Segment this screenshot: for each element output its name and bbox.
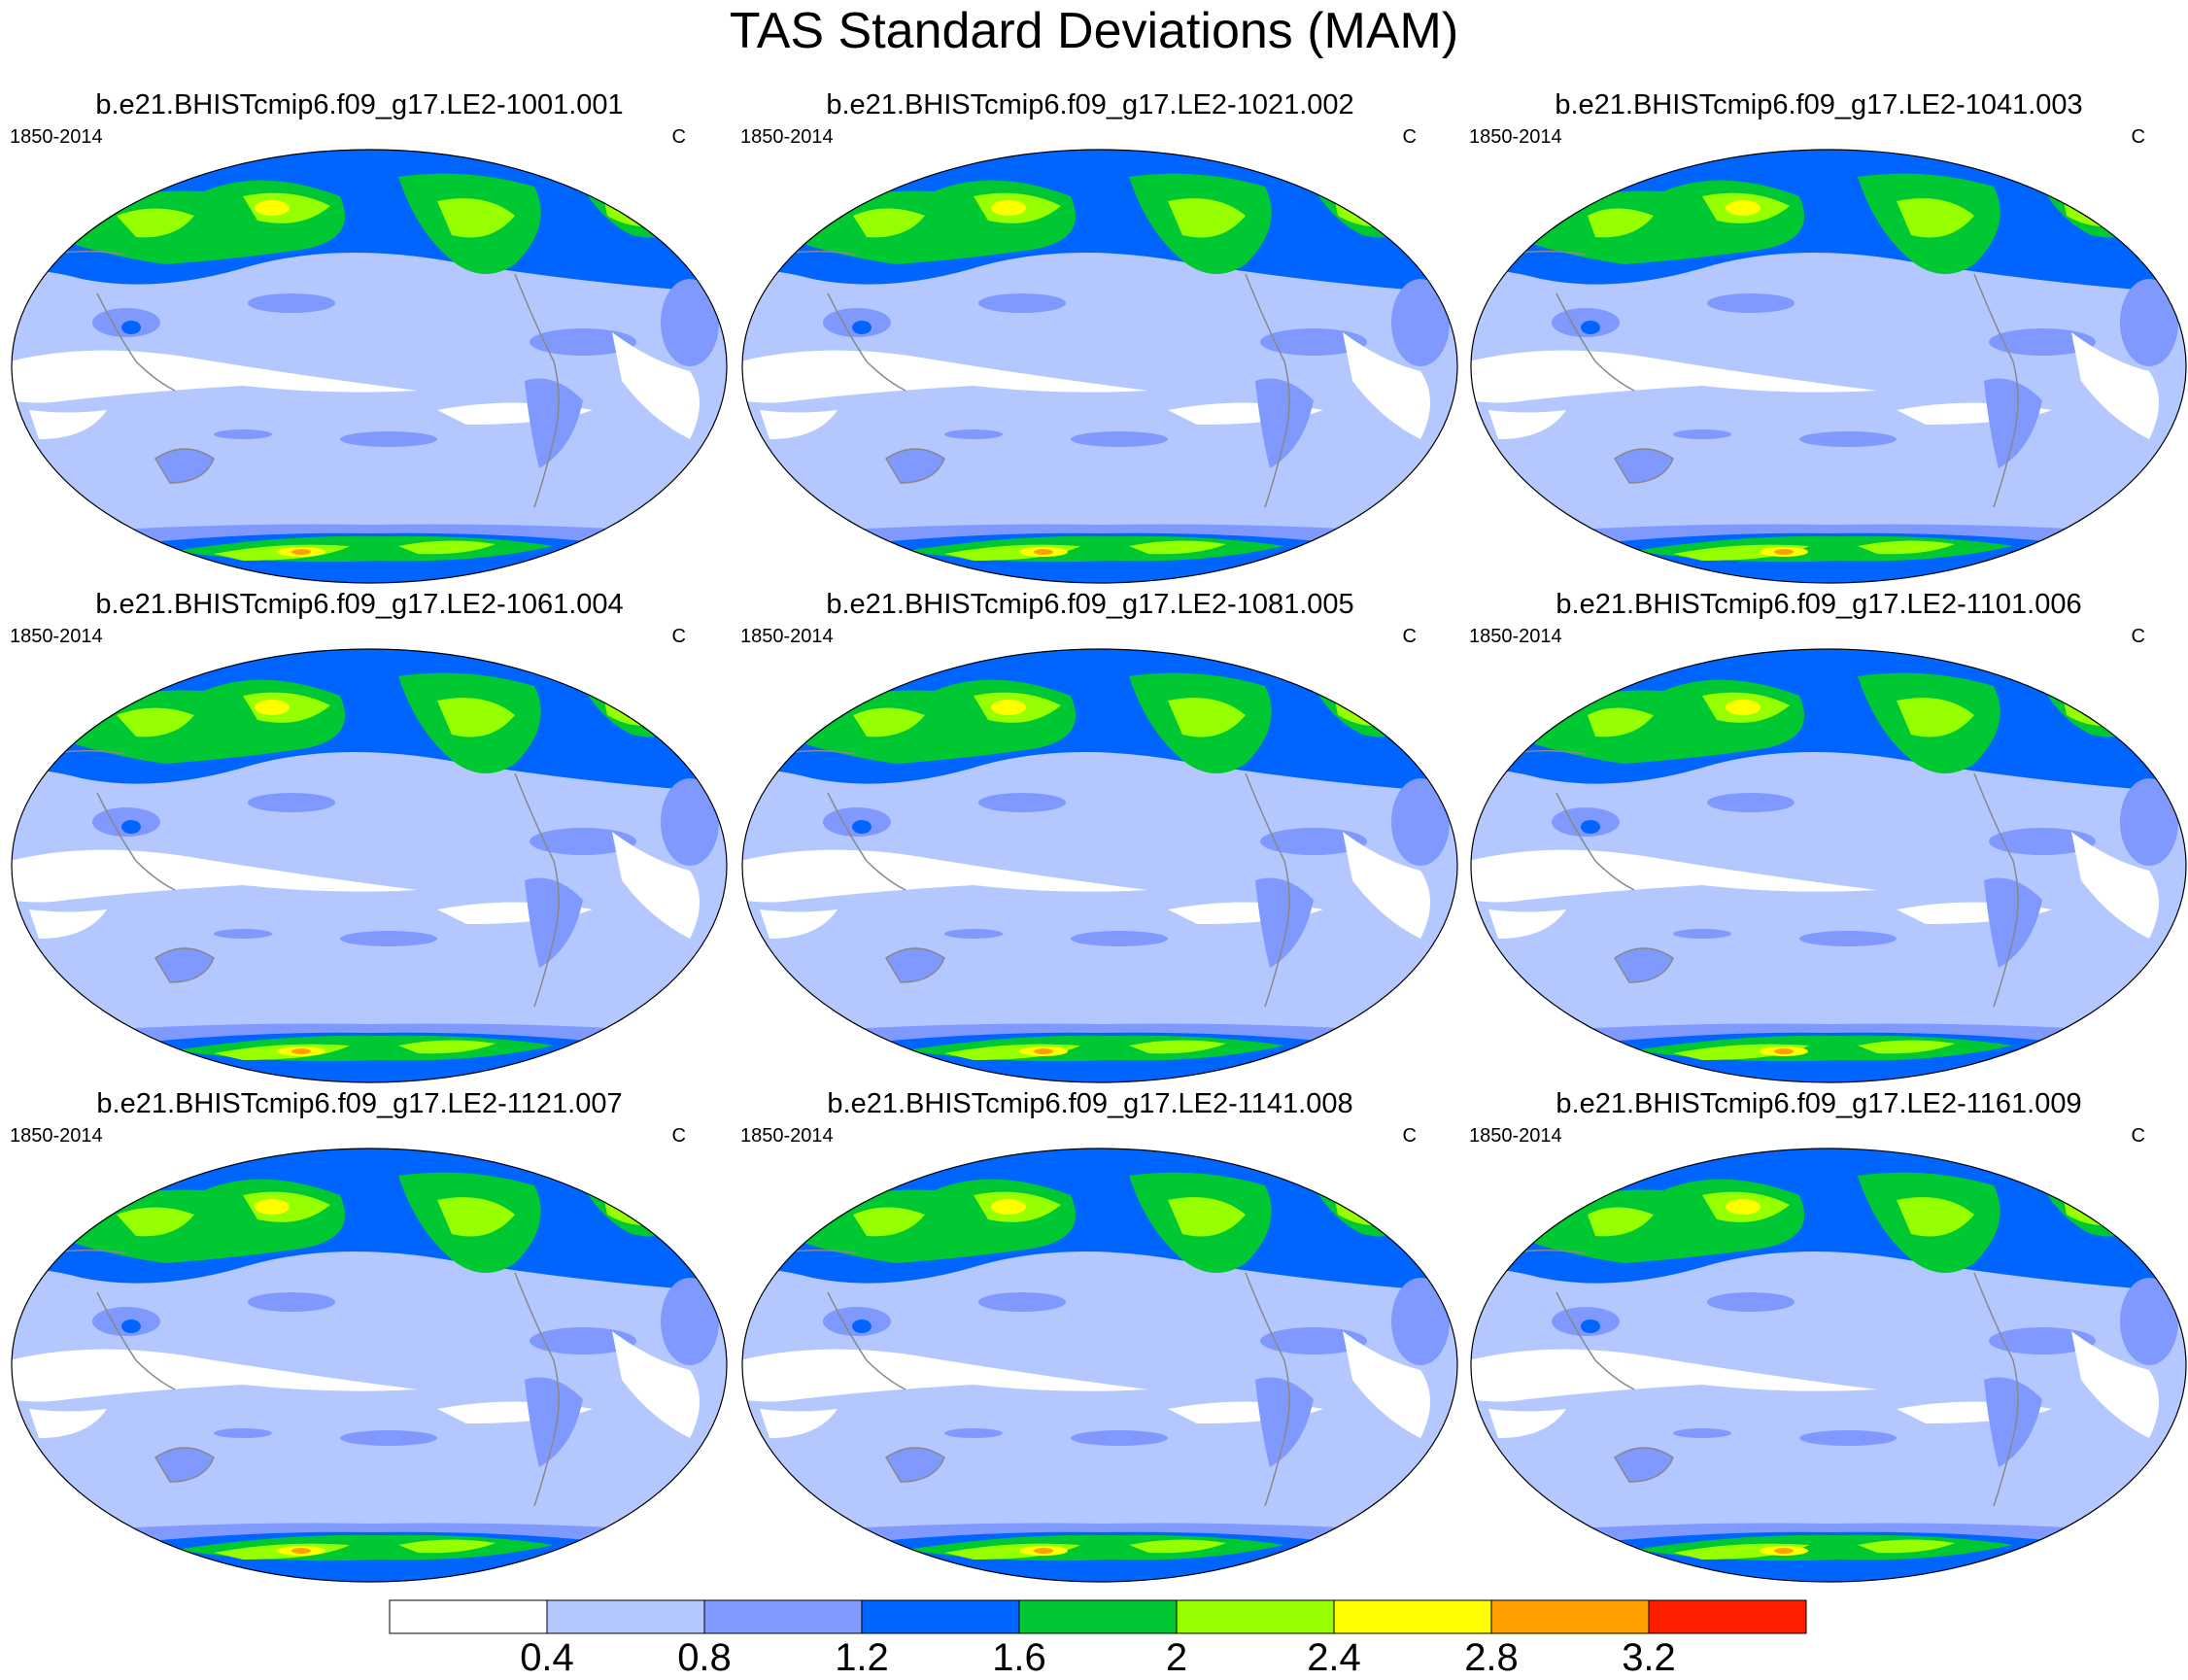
colorbar-swatch — [1648, 1599, 1807, 1634]
panel-period-label: 1850-2014 — [10, 126, 103, 148]
world-map — [11, 648, 728, 1083]
world-map — [11, 1148, 728, 1583]
panel-title: b.e21.BHISTcmip6.f09_g17.LE2-1161.009 — [1556, 1088, 2082, 1119]
colorbar-swatch — [1018, 1599, 1178, 1634]
colorbar-swatch — [389, 1599, 548, 1634]
panel-period-label: 1850-2014 — [740, 126, 834, 148]
panel-units-label: C — [2131, 126, 2145, 148]
panel-title: b.e21.BHISTcmip6.f09_g17.LE2-1041.003 — [1555, 89, 2083, 120]
colorbar-swatch — [1176, 1599, 1335, 1634]
figure-title: TAS Standard Deviations (MAM) — [729, 3, 1459, 59]
panel-period-label: 1850-2014 — [1469, 626, 1562, 647]
map-panel: b.e21.BHISTcmip6.f09_g17.LE2-1161.009 185… — [1459, 1086, 2187, 1588]
panel-title: b.e21.BHISTcmip6.f09_g17.LE2-1141.008 — [827, 1088, 1353, 1119]
panel-period-label: 1850-2014 — [740, 626, 834, 647]
panel-title: b.e21.BHISTcmip6.f09_g17.LE2-1001.001 — [95, 89, 624, 120]
map-panel: b.e21.BHISTcmip6.f09_g17.LE2-1021.002 185… — [731, 87, 1458, 589]
panel-title: b.e21.BHISTcmip6.f09_g17.LE2-1021.002 — [826, 89, 1354, 120]
panel-period-label: 1850-2014 — [740, 1125, 834, 1147]
panel-units-label: C — [2131, 626, 2145, 647]
panel-title: b.e21.BHISTcmip6.f09_g17.LE2-1081.005 — [826, 589, 1354, 620]
map-panel: b.e21.BHISTcmip6.f09_g17.LE2-1121.007 185… — [0, 1086, 728, 1588]
panel-units-label: C — [2131, 1125, 2145, 1147]
colorbar-boxes — [389, 1599, 1807, 1634]
colorbar-tick-label: 2.4 — [1307, 1636, 1361, 1679]
map-panel: b.e21.BHISTcmip6.f09_g17.LE2-1141.008 185… — [731, 1086, 1458, 1588]
colorbar-swatch — [1333, 1599, 1492, 1634]
colorbar-tick-label: 0.4 — [520, 1636, 574, 1679]
colorbar-swatch — [703, 1599, 863, 1634]
colorbar-tick-label: 2.8 — [1464, 1636, 1519, 1679]
panel-title: b.e21.BHISTcmip6.f09_g17.LE2-1121.007 — [96, 1088, 623, 1119]
colorbar-swatch — [861, 1599, 1020, 1634]
world-map — [741, 149, 1458, 584]
map-panel: b.e21.BHISTcmip6.f09_g17.LE2-1081.005 185… — [731, 587, 1458, 1088]
panel-units-label: C — [1402, 126, 1417, 148]
panel-units-label: C — [1402, 626, 1417, 647]
world-map — [1470, 149, 2187, 584]
colorbar-tick-label: 1.2 — [835, 1636, 889, 1679]
map-panel: b.e21.BHISTcmip6.f09_g17.LE2-1061.004 185… — [0, 587, 728, 1088]
map-panel: b.e21.BHISTcmip6.f09_g17.LE2-1101.006 185… — [1459, 587, 2187, 1088]
panel-title: b.e21.BHISTcmip6.f09_g17.LE2-1101.006 — [1556, 589, 2082, 620]
panel-period-label: 1850-2014 — [10, 626, 103, 647]
panel-period-label: 1850-2014 — [1469, 126, 1562, 148]
map-panel: b.e21.BHISTcmip6.f09_g17.LE2-1041.003 185… — [1459, 87, 2187, 589]
colorbar-tick-label: 0.8 — [677, 1636, 732, 1679]
panel-title: b.e21.BHISTcmip6.f09_g17.LE2-1061.004 — [95, 589, 624, 620]
panel-period-label: 1850-2014 — [1469, 1125, 1562, 1147]
colorbar-tick-label: 1.6 — [992, 1636, 1046, 1679]
colorbar-tick-label: 3.2 — [1622, 1636, 1676, 1679]
colorbar-tick-label: 2 — [1165, 1636, 1188, 1679]
panel-units-label: C — [671, 126, 686, 148]
world-map — [741, 1148, 1458, 1583]
colorbar-swatch — [1490, 1599, 1650, 1634]
panel-period-label: 1850-2014 — [10, 1125, 103, 1147]
panel-units-label: C — [1402, 1125, 1417, 1147]
colorbar-swatch — [546, 1599, 705, 1634]
map-panel: b.e21.BHISTcmip6.f09_g17.LE2-1001.001 185… — [0, 87, 728, 589]
panel-units-label: C — [671, 626, 686, 647]
world-map — [1470, 1148, 2187, 1583]
panel-units-label: C — [671, 1125, 686, 1147]
world-map — [1470, 648, 2187, 1083]
world-map — [11, 149, 728, 584]
world-map — [741, 648, 1458, 1083]
